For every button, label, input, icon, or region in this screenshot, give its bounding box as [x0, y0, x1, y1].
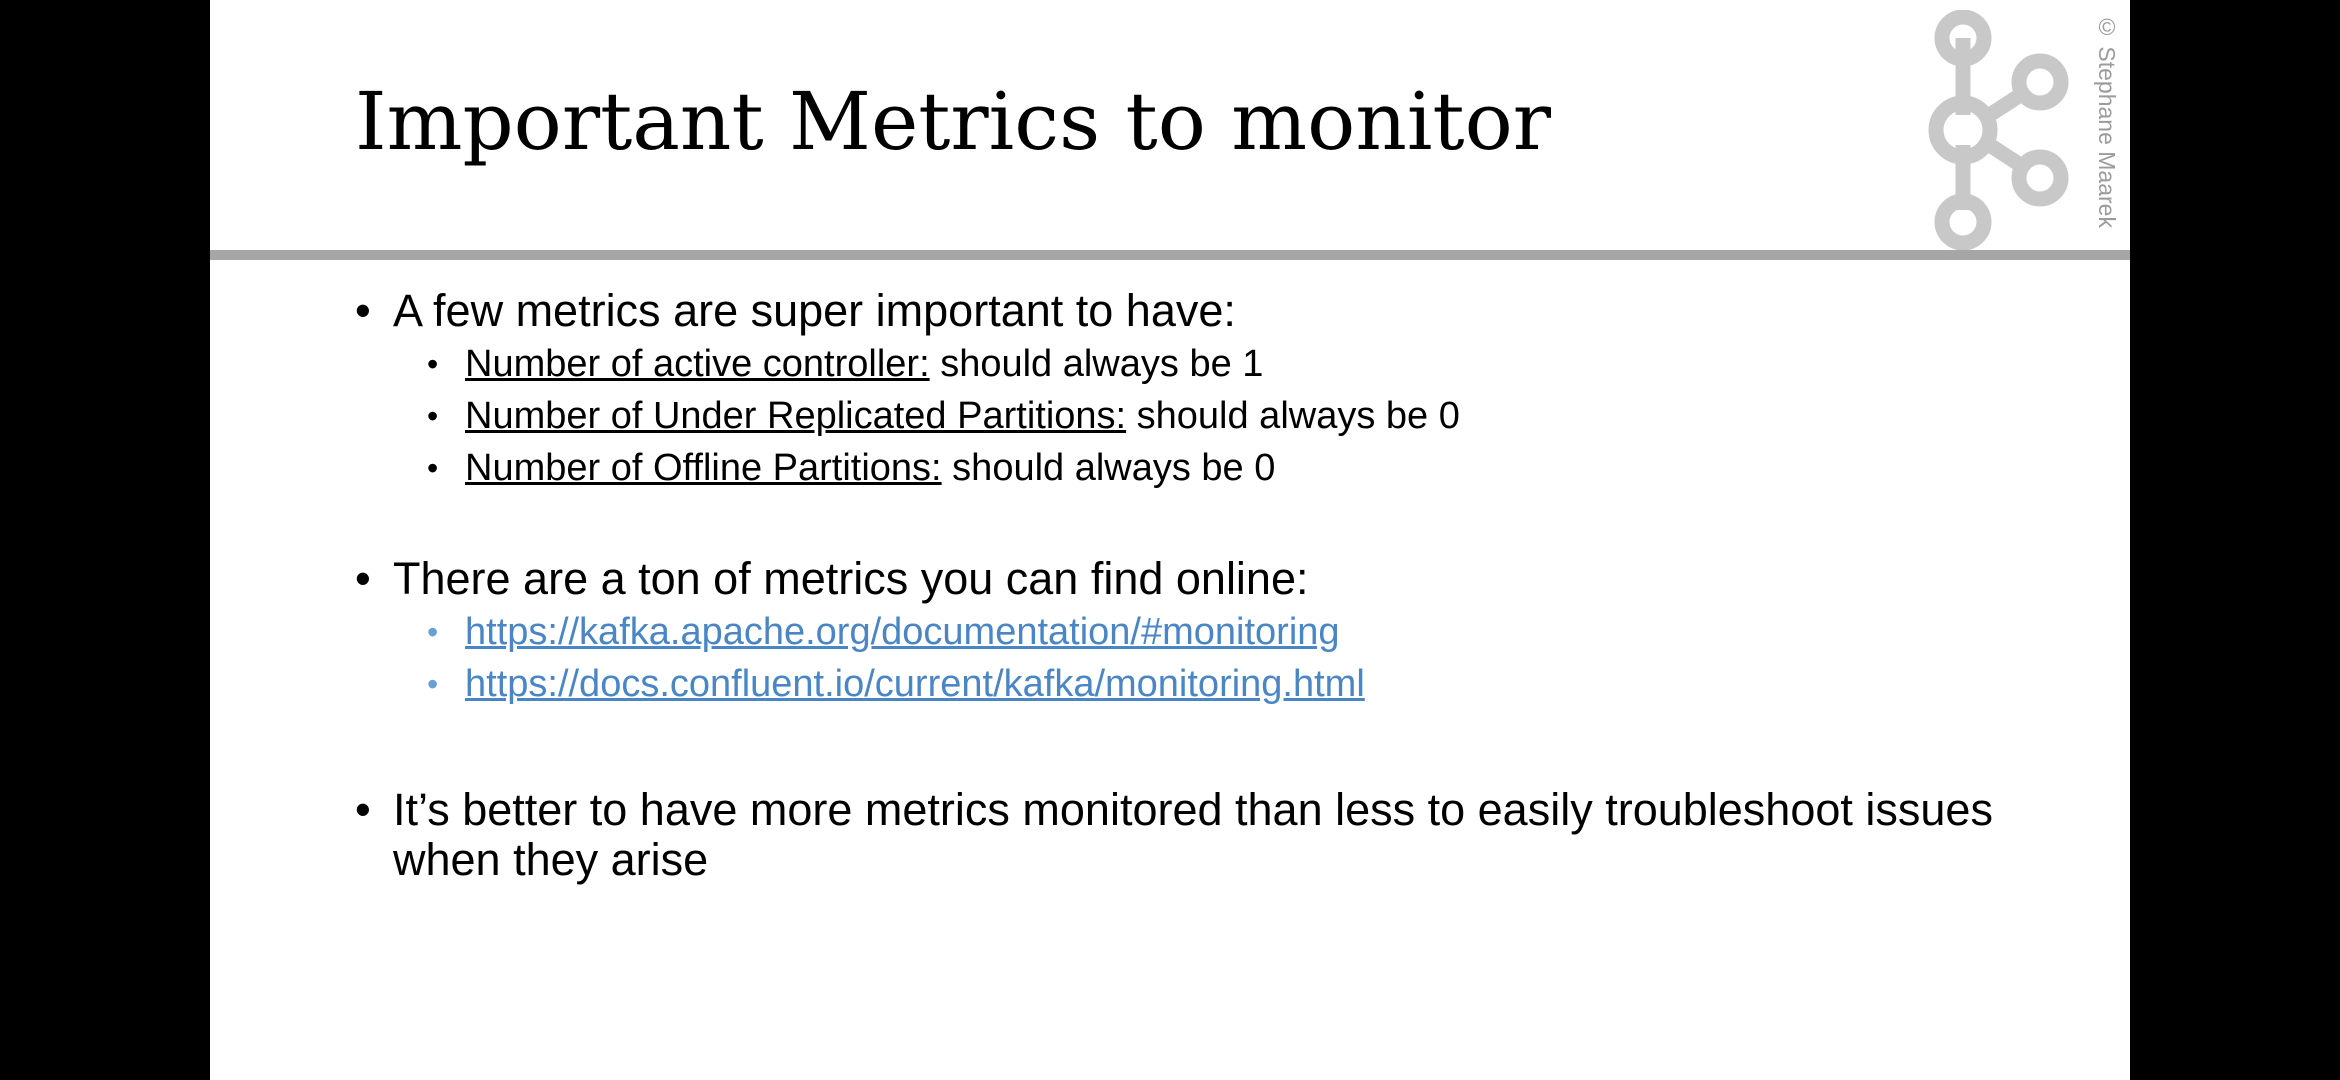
metric-rule: should always be 1	[929, 343, 1264, 385]
metric-rule: should always be 0	[1126, 395, 1460, 437]
metric-rule: should always be 0	[941, 447, 1276, 489]
bullet-dot: •	[427, 346, 439, 382]
bullet-better-monitoring: • It’s better to have more metrics monit…	[355, 785, 2075, 885]
list-item: • Number of Under Replicated Partitions:…	[355, 390, 2075, 442]
bullet-dot: •	[355, 553, 371, 604]
slide-title: Important Metrics to monitor	[355, 75, 1551, 168]
metric-name: Number of active controller:	[465, 343, 930, 385]
slide: Important Metrics to monitor © Stephane …	[210, 0, 2130, 1080]
confluent-docs-link[interactable]: https://docs.confluent.io/current/kafka/…	[465, 663, 1365, 705]
slide-content: • A few metrics are super important to h…	[355, 286, 2075, 885]
bullet-text: A few metrics are super important to hav…	[393, 285, 1236, 336]
bullet-online-metrics: • There are a ton of metrics you can fin…	[355, 554, 2075, 604]
list-item: • https://kafka.apache.org/documentation…	[355, 606, 2075, 658]
bullet-dot: •	[427, 614, 439, 650]
important-metrics-list: • Number of active controller: should al…	[355, 338, 2075, 494]
kafka-logo-icon	[1928, 10, 2069, 250]
kafka-docs-link[interactable]: https://kafka.apache.org/documentation/#…	[465, 611, 1340, 653]
bullet-text: It’s better to have more metrics monitor…	[393, 784, 1993, 885]
copyright-text: © Stephane Maarek	[2094, 14, 2120, 228]
metric-name: Number of Under Replicated Partitions:	[465, 395, 1127, 437]
title-divider	[210, 250, 2130, 260]
bullet-dot: •	[427, 450, 439, 486]
list-item: • Number of Offline Partitions: should a…	[355, 442, 2075, 494]
metric-name: Number of Offline Partitions:	[465, 447, 942, 489]
bullet-dot: •	[355, 285, 371, 336]
bullet-dot: •	[427, 398, 439, 434]
list-item: • https://docs.confluent.io/current/kafk…	[355, 658, 2075, 710]
bullet-dot: •	[355, 784, 371, 835]
bullet-dot: •	[427, 666, 439, 702]
list-item: • Number of active controller: should al…	[355, 338, 2075, 390]
bullet-text: There are a ton of metrics you can find …	[393, 553, 1309, 604]
links-list: • https://kafka.apache.org/documentation…	[355, 606, 2075, 710]
bullet-important-metrics: • A few metrics are super important to h…	[355, 286, 2075, 336]
